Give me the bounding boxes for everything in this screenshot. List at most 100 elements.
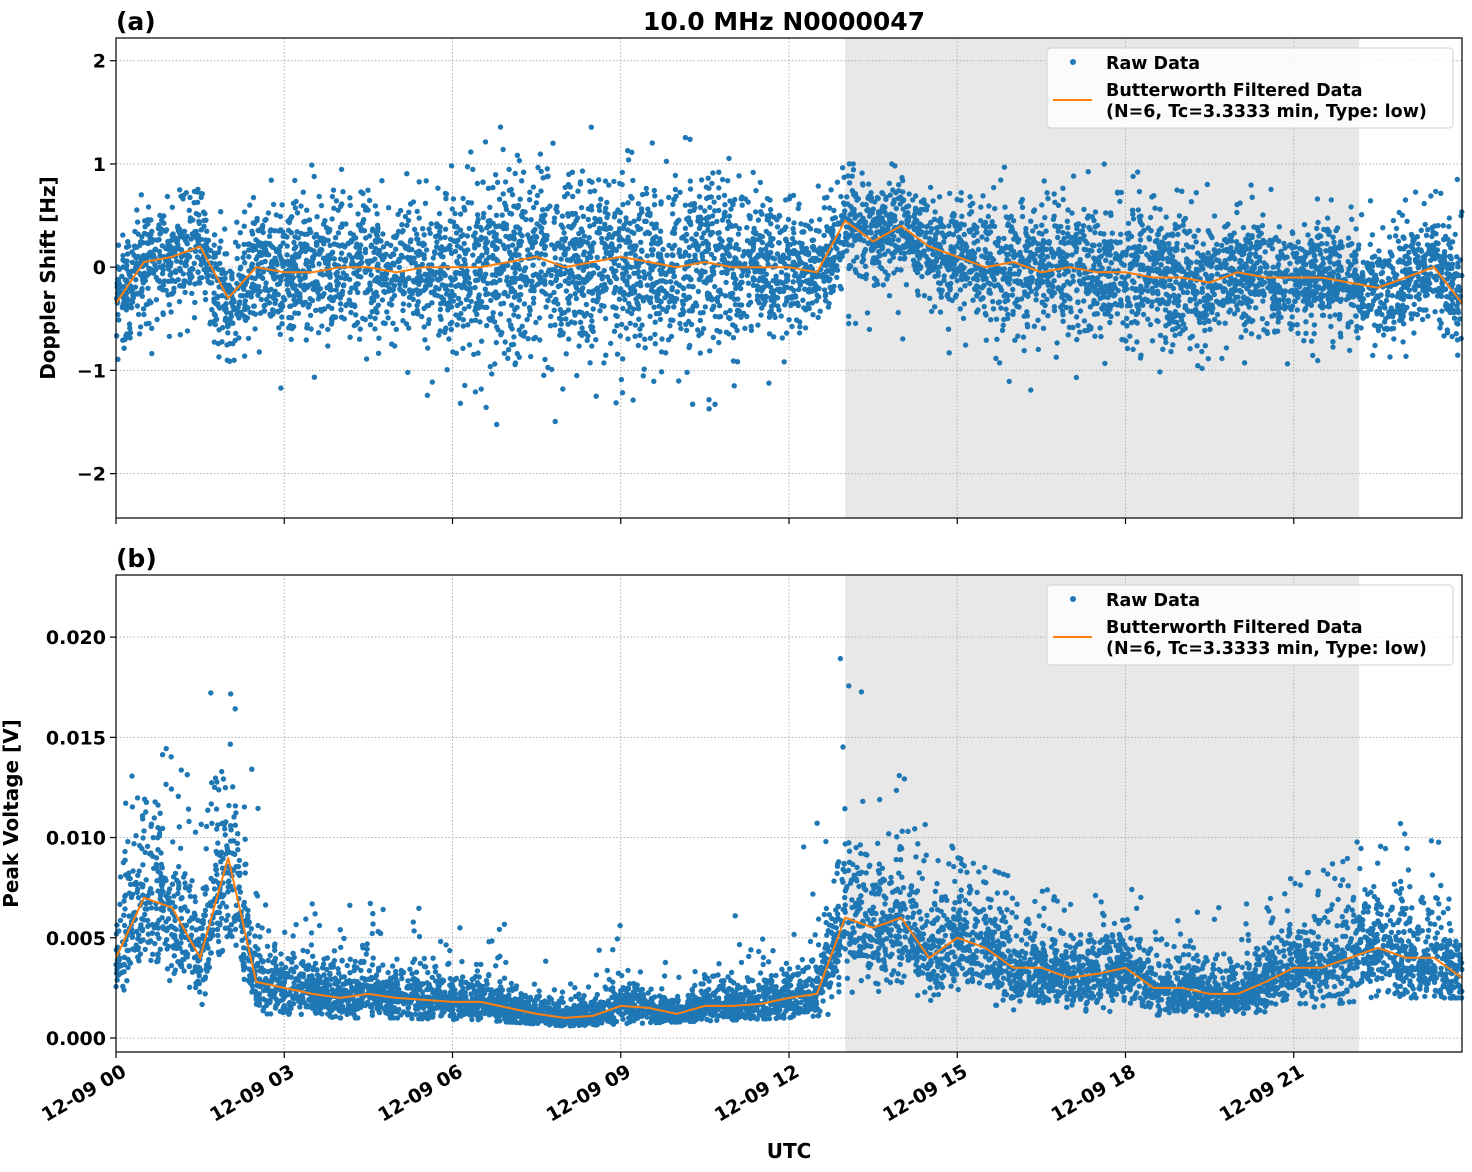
raw-point [561, 193, 568, 200]
raw-point [156, 248, 163, 255]
raw-point [120, 232, 126, 238]
raw-point [305, 304, 311, 310]
raw-point [944, 281, 951, 288]
raw-point [1130, 216, 1137, 222]
raw-point [497, 277, 503, 283]
raw-point [613, 268, 619, 274]
raw-point [513, 246, 519, 253]
raw-point [140, 306, 147, 312]
raw-point [192, 299, 198, 306]
raw-point [1102, 360, 1108, 367]
raw-point [421, 324, 427, 330]
raw-point [806, 305, 812, 312]
raw-point [427, 279, 433, 285]
raw-point [721, 192, 728, 199]
raw-point [363, 356, 370, 362]
raw-point [400, 307, 406, 314]
raw-point [1275, 282, 1281, 288]
raw-point [146, 298, 153, 304]
raw-point [834, 274, 840, 281]
raw-point [292, 234, 298, 240]
raw-point [1081, 318, 1088, 324]
raw-point [593, 393, 599, 399]
raw-point [695, 214, 701, 220]
raw-point [511, 312, 517, 318]
raw-point [842, 208, 848, 214]
raw-point [1289, 245, 1296, 251]
raw-point [653, 221, 659, 227]
raw-point [576, 264, 582, 271]
raw-point [522, 209, 528, 215]
raw-point [791, 220, 797, 226]
raw-point [1001, 316, 1007, 323]
raw-point [376, 335, 382, 341]
raw-point [607, 279, 614, 286]
raw-point [307, 312, 314, 319]
raw-point [721, 269, 728, 275]
raw-point [491, 278, 497, 285]
raw-point [618, 376, 625, 383]
raw-point [1287, 260, 1293, 267]
raw-point [545, 173, 551, 179]
raw-point [211, 311, 217, 317]
raw-point [1200, 241, 1207, 247]
raw-point [656, 310, 662, 317]
raw-point [173, 269, 179, 275]
raw-point [730, 335, 737, 341]
raw-point [764, 257, 770, 263]
raw-point [716, 169, 722, 175]
raw-point [1237, 200, 1243, 206]
raw-point [936, 194, 943, 200]
raw-point [704, 248, 710, 254]
raw-point [1055, 284, 1062, 291]
raw-point [1171, 299, 1177, 306]
raw-point [617, 333, 623, 339]
raw-point [658, 369, 665, 375]
raw-point [332, 235, 339, 241]
raw-point [353, 282, 359, 288]
raw-point [1063, 260, 1070, 267]
raw-point [1028, 387, 1034, 393]
raw-point [491, 319, 498, 325]
raw-point [195, 269, 201, 275]
raw-point [1369, 254, 1376, 261]
raw-point [746, 292, 752, 299]
raw-point [990, 306, 997, 312]
raw-point [1452, 231, 1458, 238]
raw-point [667, 323, 673, 329]
raw-point [452, 223, 458, 230]
raw-point [1193, 239, 1199, 245]
raw-point [510, 341, 517, 348]
raw-point [854, 254, 860, 260]
raw-point [216, 354, 222, 360]
raw-point [1008, 228, 1014, 234]
raw-point [1422, 221, 1428, 228]
raw-point [1130, 211, 1136, 217]
raw-point [1019, 204, 1026, 211]
raw-point [386, 301, 393, 307]
raw-point [500, 146, 506, 153]
raw-point [141, 230, 148, 237]
raw-point [559, 213, 566, 219]
raw-point [401, 242, 408, 249]
raw-point [1364, 310, 1371, 316]
raw-point [1383, 315, 1389, 322]
raw-point [1021, 289, 1028, 295]
raw-point [537, 337, 543, 343]
raw-point [1415, 241, 1422, 247]
raw-point [698, 177, 705, 183]
raw-point [339, 291, 345, 298]
raw-point [1001, 274, 1008, 280]
raw-point [454, 302, 461, 309]
raw-point [628, 250, 634, 256]
raw-point [404, 171, 410, 177]
raw-point [885, 248, 891, 254]
raw-point [862, 263, 869, 269]
raw-point [470, 252, 476, 258]
raw-point [1189, 244, 1196, 250]
raw-point [212, 261, 218, 267]
raw-point [416, 215, 422, 221]
raw-point [480, 214, 486, 221]
raw-point [1084, 215, 1091, 221]
raw-point [705, 175, 711, 181]
